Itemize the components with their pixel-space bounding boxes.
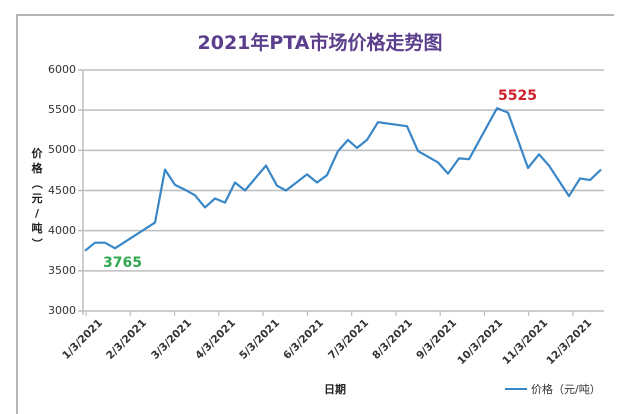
- y-tick-label: 4000: [48, 223, 76, 237]
- y-axis-label-char: 价: [31, 147, 43, 160]
- y-tick-label: 3500: [48, 263, 76, 277]
- legend-line-swatch: [505, 388, 527, 390]
- y-axis-label-char: 格: [31, 162, 43, 175]
- y-axis-label-char: 吨: [31, 222, 43, 235]
- legend: 价格（元/吨）: [505, 381, 601, 397]
- y-axis-label: 价 格 （ 元 / 吨 ）: [30, 146, 44, 251]
- legend-label: 价格（元/吨）: [531, 383, 601, 396]
- low-price-annotation: 3765: [103, 255, 142, 271]
- high-price-annotation: 5525: [498, 88, 537, 104]
- y-tick-label: 4500: [48, 183, 76, 197]
- chart-title: 2021年PTA市场价格走势图: [197, 32, 443, 54]
- y-tick-label: 6000: [48, 63, 76, 76]
- y-axis-label-char: 元: [31, 192, 43, 205]
- y-tick-label: 5000: [48, 143, 76, 157]
- y-tick-label: 3000: [48, 304, 76, 317]
- chart-frame: [16, 14, 614, 414]
- x-axis-label: 日期: [324, 383, 346, 396]
- y-axis-label-char: /: [34, 207, 40, 220]
- price-line: [84, 107, 602, 252]
- y-tick-label: 5500: [48, 103, 76, 117]
